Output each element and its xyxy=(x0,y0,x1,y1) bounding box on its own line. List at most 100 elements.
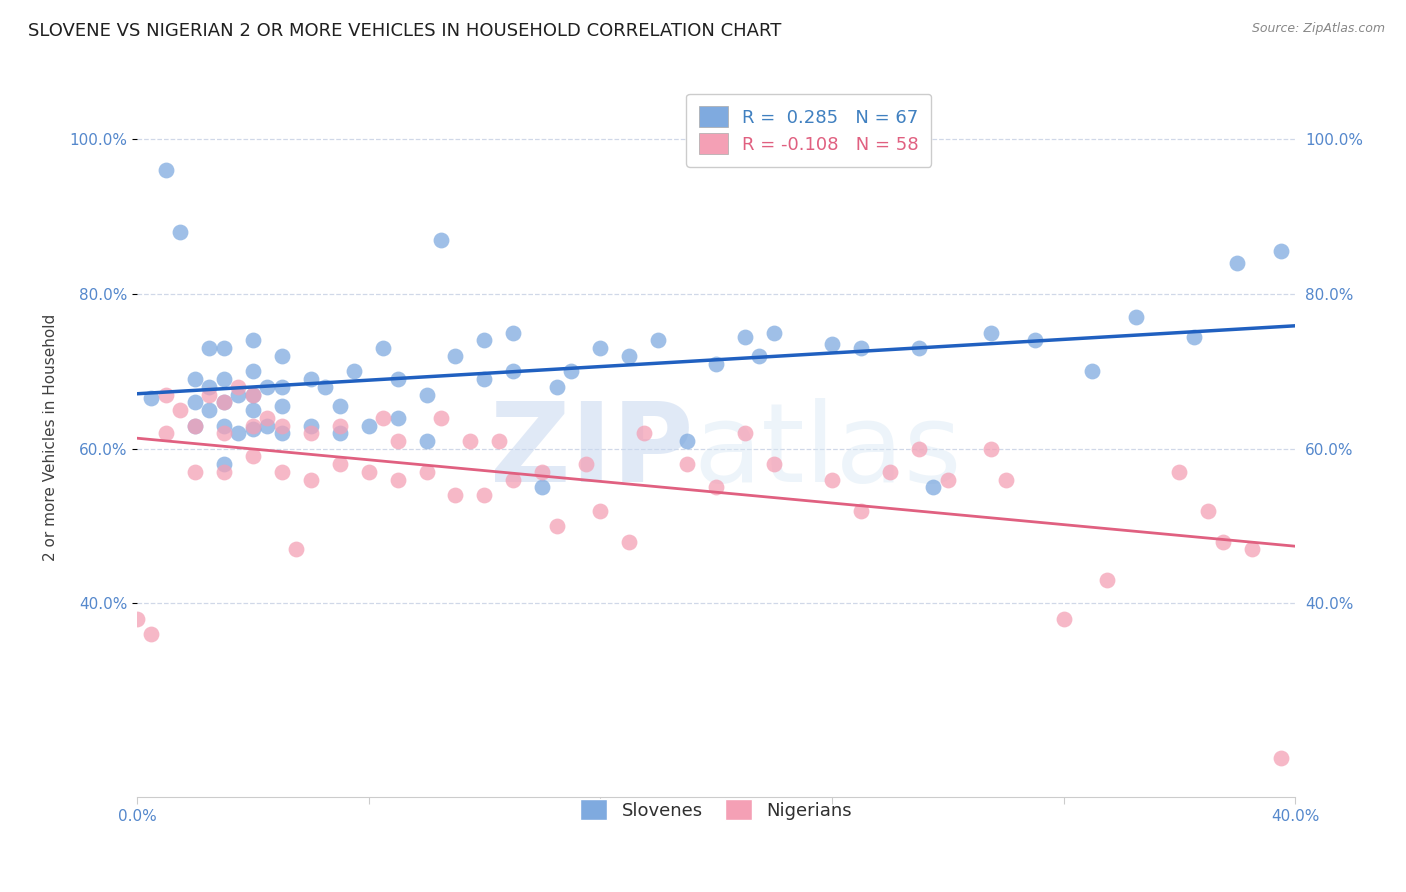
Y-axis label: 2 or more Vehicles in Household: 2 or more Vehicles in Household xyxy=(44,313,58,561)
Point xyxy=(212,465,235,479)
Point xyxy=(242,450,264,464)
Point xyxy=(762,457,785,471)
Point xyxy=(184,372,207,386)
Text: Source: ZipAtlas.com: Source: ZipAtlas.com xyxy=(1251,22,1385,36)
Point xyxy=(474,334,496,348)
Point xyxy=(329,426,352,441)
Point xyxy=(256,380,278,394)
Point xyxy=(270,418,292,433)
Point xyxy=(270,349,292,363)
Point xyxy=(704,480,727,494)
Point xyxy=(936,473,959,487)
Point xyxy=(212,372,235,386)
Point xyxy=(299,473,322,487)
Point xyxy=(242,387,264,401)
Point xyxy=(1081,364,1104,378)
Point xyxy=(531,465,554,479)
Point xyxy=(1197,503,1219,517)
Point xyxy=(488,434,510,448)
Point xyxy=(907,341,929,355)
Point xyxy=(1270,751,1292,765)
Point xyxy=(357,465,380,479)
Point xyxy=(256,418,278,433)
Point xyxy=(619,534,641,549)
Point xyxy=(980,326,1002,340)
Point xyxy=(415,434,437,448)
Point xyxy=(212,395,235,409)
Point xyxy=(1095,573,1118,587)
Point xyxy=(387,372,409,386)
Point xyxy=(704,357,727,371)
Point xyxy=(256,410,278,425)
Point xyxy=(371,410,394,425)
Point xyxy=(502,326,524,340)
Legend: Slovenes, Nigerians: Slovenes, Nigerians xyxy=(565,785,866,835)
Point xyxy=(198,387,221,401)
Point xyxy=(1270,244,1292,259)
Point xyxy=(212,418,235,433)
Point xyxy=(212,395,235,409)
Point xyxy=(589,503,612,517)
Point xyxy=(226,387,249,401)
Point xyxy=(458,434,481,448)
Point xyxy=(474,488,496,502)
Point xyxy=(734,329,756,343)
Point xyxy=(198,380,221,394)
Point xyxy=(226,380,249,394)
Point xyxy=(1168,465,1191,479)
Point xyxy=(444,349,467,363)
Point xyxy=(647,334,669,348)
Point xyxy=(907,442,929,456)
Point xyxy=(922,480,945,494)
Point xyxy=(125,612,148,626)
Point xyxy=(329,457,352,471)
Point xyxy=(299,426,322,441)
Point xyxy=(155,426,177,441)
Point xyxy=(415,387,437,401)
Point xyxy=(198,403,221,417)
Point xyxy=(242,334,264,348)
Point xyxy=(242,364,264,378)
Point xyxy=(169,225,191,239)
Point xyxy=(1024,334,1046,348)
Point xyxy=(184,395,207,409)
Point xyxy=(546,380,568,394)
Point xyxy=(633,426,655,441)
Point xyxy=(387,473,409,487)
Point xyxy=(387,434,409,448)
Point xyxy=(748,349,770,363)
Point xyxy=(1212,534,1234,549)
Point xyxy=(184,465,207,479)
Point xyxy=(270,426,292,441)
Point xyxy=(415,465,437,479)
Text: ZIP: ZIP xyxy=(489,398,693,505)
Point xyxy=(371,341,394,355)
Point xyxy=(575,457,598,471)
Point xyxy=(141,627,163,641)
Text: SLOVENE VS NIGERIAN 2 OR MORE VEHICLES IN HOUSEHOLD CORRELATION CHART: SLOVENE VS NIGERIAN 2 OR MORE VEHICLES I… xyxy=(28,22,782,40)
Point xyxy=(212,426,235,441)
Point xyxy=(299,418,322,433)
Point xyxy=(242,387,264,401)
Point xyxy=(242,403,264,417)
Point xyxy=(212,457,235,471)
Point xyxy=(226,426,249,441)
Point xyxy=(1052,612,1074,626)
Point xyxy=(1125,310,1147,325)
Point xyxy=(357,418,380,433)
Point xyxy=(546,519,568,533)
Point xyxy=(821,473,844,487)
Point xyxy=(198,341,221,355)
Point xyxy=(444,488,467,502)
Point xyxy=(1182,329,1205,343)
Point xyxy=(314,380,336,394)
Point xyxy=(619,349,641,363)
Point xyxy=(343,364,366,378)
Point xyxy=(141,392,163,406)
Point xyxy=(676,457,699,471)
Point xyxy=(531,480,554,494)
Text: atlas: atlas xyxy=(693,398,962,505)
Point xyxy=(242,418,264,433)
Point xyxy=(184,418,207,433)
Point xyxy=(387,410,409,425)
